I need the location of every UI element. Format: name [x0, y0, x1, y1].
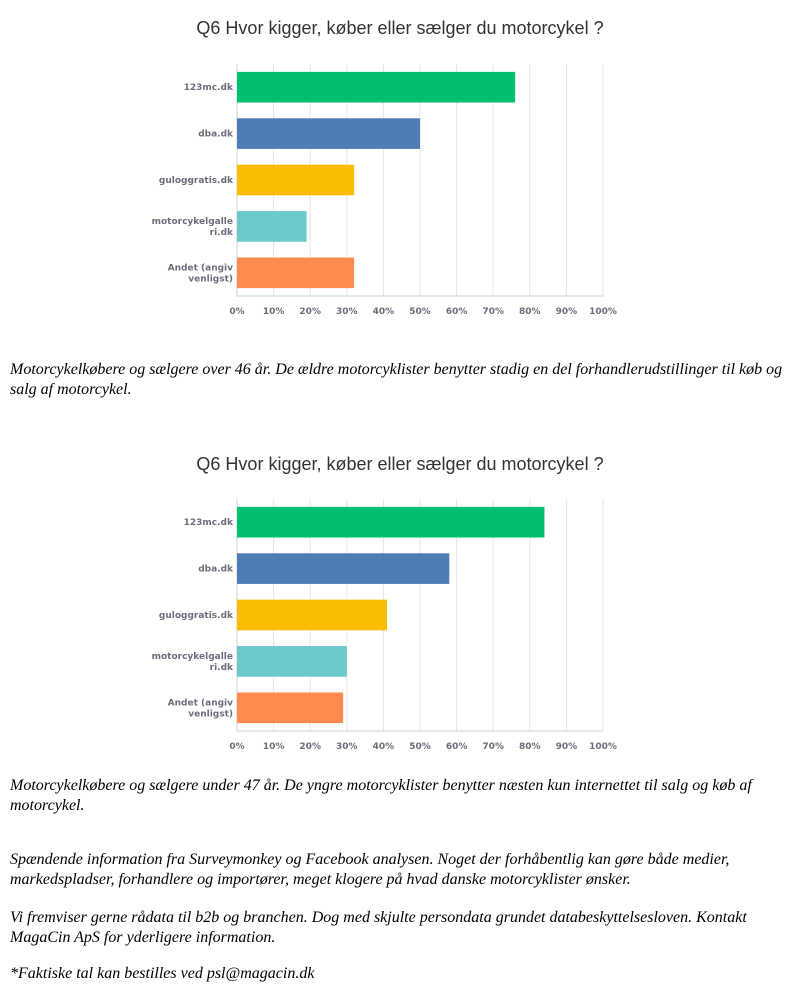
- x-tick-label: 100%: [589, 307, 617, 317]
- x-tick-label: 80%: [519, 307, 541, 317]
- caption-2: Motorcykelkøbere og sælgere under 47 år.…: [10, 777, 752, 814]
- bar: [237, 71, 516, 103]
- category-label-line: venligst): [188, 274, 233, 284]
- x-tick-label: 60%: [446, 307, 468, 317]
- x-tick-label: 90%: [556, 307, 578, 317]
- bar: [237, 506, 545, 538]
- info-paragraph: Spændende information fra Surveymonkey o…: [10, 851, 730, 888]
- category-label-line: dba.dk: [198, 130, 234, 140]
- chart-2: 0% 10% 20% 30% 40% 50% 60% 70% 80% 90% 100% 123mc.d…: [152, 499, 617, 752]
- bar: [237, 692, 344, 724]
- category-label-line: ri.dk: [210, 663, 234, 673]
- x-tick-label: 10%: [263, 307, 285, 317]
- category-label-line: 123mc.dk: [184, 518, 234, 528]
- x-tick-label: 100%: [589, 742, 617, 752]
- x-tick-label: 20%: [299, 742, 321, 752]
- category-label-line: venligst): [188, 709, 233, 719]
- category-label: Andet (angiv venligst): [168, 698, 233, 719]
- chart-1-title: Q6 Hvor kigger, køber eller sælger du mo…: [196, 18, 604, 38]
- category-label: dba.dk: [198, 130, 234, 140]
- x-tick-label: 70%: [482, 742, 504, 752]
- chart-2-title: Q6 Hvor kigger, køber eller sælger du mo…: [196, 454, 604, 474]
- x-tick-label: 0%: [229, 742, 244, 752]
- category-label-line: guloggratis.dk: [159, 611, 234, 621]
- category-label: 123mc.dk: [184, 83, 234, 93]
- x-tick-label: 40%: [373, 742, 395, 752]
- category-label-line: dba.dk: [198, 565, 234, 575]
- x-tick-label: 0%: [229, 307, 244, 317]
- category-label: motorcykelgalle ri.dk: [152, 652, 234, 673]
- bar: [237, 118, 420, 149]
- category-label: dba.dk: [198, 565, 234, 575]
- bar: [237, 599, 388, 631]
- x-tick-label: 20%: [299, 307, 321, 317]
- bar: [237, 257, 355, 289]
- bar: [237, 646, 347, 677]
- chart-1: 0% 10% 20% 30% 40% 50% 60% 70% 80% 90% 100% 123mc.d…: [152, 64, 617, 317]
- x-tick-label: 30%: [336, 742, 358, 752]
- category-label: 123mc.dk: [184, 518, 234, 528]
- x-tick-label: 50%: [409, 307, 431, 317]
- x-tick-label: 90%: [556, 742, 578, 752]
- category-label-line: motorcykelgalle: [152, 652, 233, 662]
- x-tick-label: 40%: [373, 307, 395, 317]
- category-label-line: 123mc.dk: [184, 83, 234, 93]
- bar: [237, 553, 450, 584]
- category-label-line: guloggratis.dk: [159, 176, 234, 186]
- caption-1: Motorcykelkøbere og sælgere over 46 år. …: [10, 361, 783, 398]
- x-tick-label: 30%: [336, 307, 358, 317]
- category-label: guloggratis.dk: [159, 176, 234, 186]
- bar: [237, 211, 307, 242]
- x-tick-label: 70%: [482, 307, 504, 317]
- category-label-line: Andet (angiv: [168, 698, 233, 708]
- x-tick-label: 60%: [446, 742, 468, 752]
- category-label-line: motorcykelgalle: [152, 217, 233, 227]
- category-label-line: Andet (angiv: [168, 263, 233, 273]
- bar: [237, 164, 355, 196]
- x-tick-label: 50%: [409, 742, 431, 752]
- category-label: Andet (angiv venligst): [168, 263, 233, 284]
- x-tick-label: 10%: [263, 742, 285, 752]
- contact-paragraph: Vi fremviser gerne rådata til b2b og bra…: [10, 909, 747, 946]
- x-tick-label: 80%: [519, 742, 541, 752]
- category-label-line: ri.dk: [210, 228, 234, 238]
- category-label: motorcykelgalle ri.dk: [152, 217, 234, 238]
- order-note: *Faktiske tal kan bestilles ved psl@maga…: [10, 965, 315, 982]
- category-label: guloggratis.dk: [159, 611, 234, 621]
